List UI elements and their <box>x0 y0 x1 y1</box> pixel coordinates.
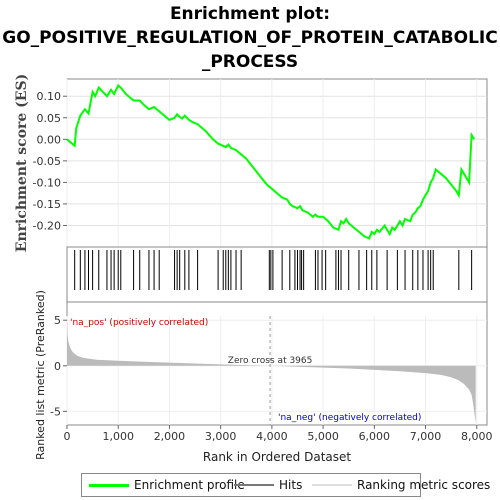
x-tick-label: 7,000 <box>410 430 442 443</box>
negative-correlation-label: 'na_neg' (negatively correlated) <box>278 413 421 423</box>
x-tick-label: 0 <box>64 430 71 443</box>
x-tick-label: 3,000 <box>205 430 237 443</box>
legend-swatch-hits <box>234 484 274 486</box>
legend-label-hits: Hits <box>279 478 303 492</box>
hits-marks <box>74 250 473 290</box>
legend-item-hits: Hits <box>234 478 302 492</box>
es-tick-label: -0.05 <box>33 155 61 168</box>
legend-item-ranking: Ranking metric scores <box>312 478 490 492</box>
metric-tick-label: -5 <box>50 405 61 418</box>
x-tick-label: 6,000 <box>359 430 391 443</box>
es-tick-label: -0.10 <box>33 176 61 189</box>
legend-swatch-enrichment <box>89 483 129 487</box>
es-y-ticks: 0.10 0.05 0.00 -0.05 -0.10 -0.15 -0.20 <box>33 90 67 232</box>
x-axis-label: Rank in Ordered Dataset <box>203 450 351 464</box>
hits-panel <box>66 246 488 303</box>
title-line-3: _PROCESS <box>201 52 299 72</box>
positive-correlation-label: 'na_pos' (positively correlated) <box>70 318 208 328</box>
legend-label-enrichment: Enrichment profile <box>134 478 245 492</box>
chart-title: Enrichment plot: GO_POSITIVE_REGULATION_… <box>0 2 500 74</box>
es-tick-label: 0.05 <box>37 112 62 125</box>
legend-swatch-ranking <box>312 484 352 486</box>
x-tick-label: 4,000 <box>256 430 288 443</box>
enrichment-profile-line <box>66 83 476 240</box>
x-ticks: 0 1,000 2,000 3,000 4,000 5,000 6,000 7,000 8,00… <box>64 425 493 443</box>
es-gridlines <box>66 79 487 247</box>
metric-tick-label: 0 <box>54 360 61 373</box>
metric-y-axis-label: Ranked list metric (PreRanked) <box>34 290 47 460</box>
metric-y-ticks: 5 0 -5 <box>50 314 67 418</box>
enrichment-chart: 0.10 0.05 0.00 -0.05 -0.10 -0.15 -0.20 Enrichm… <box>14 74 493 464</box>
es-tick-label: 0.00 <box>37 133 62 146</box>
es-panel <box>66 78 488 248</box>
es-tick-label: -0.15 <box>33 198 61 211</box>
x-tick-label: 1,000 <box>102 430 134 443</box>
zero-cross-label: Zero cross at 3965 <box>228 356 313 366</box>
legend-label-ranking: Ranking metric scores <box>357 478 491 492</box>
x-tick-label: 8,000 <box>461 430 493 443</box>
x-tick-label: 5,000 <box>307 430 339 443</box>
title-line-2: GO_POSITIVE_REGULATION_OF_PROTEIN_CATABO… <box>2 28 498 48</box>
es-y-axis-label: Enrichment score (ES) <box>14 74 30 252</box>
x-tick-label: 2,000 <box>154 430 186 443</box>
metric-tick-label: 5 <box>54 314 61 327</box>
es-tick-label: 0.10 <box>37 90 62 103</box>
legend: Enrichment profile Hits Ranking metric s… <box>81 473 490 497</box>
es-tick-label: -0.20 <box>33 219 61 232</box>
ranking-metric-area <box>67 315 476 424</box>
legend-item-enrichment: Enrichment profile <box>89 478 245 492</box>
title-line-1: Enrichment plot: <box>169 4 331 24</box>
